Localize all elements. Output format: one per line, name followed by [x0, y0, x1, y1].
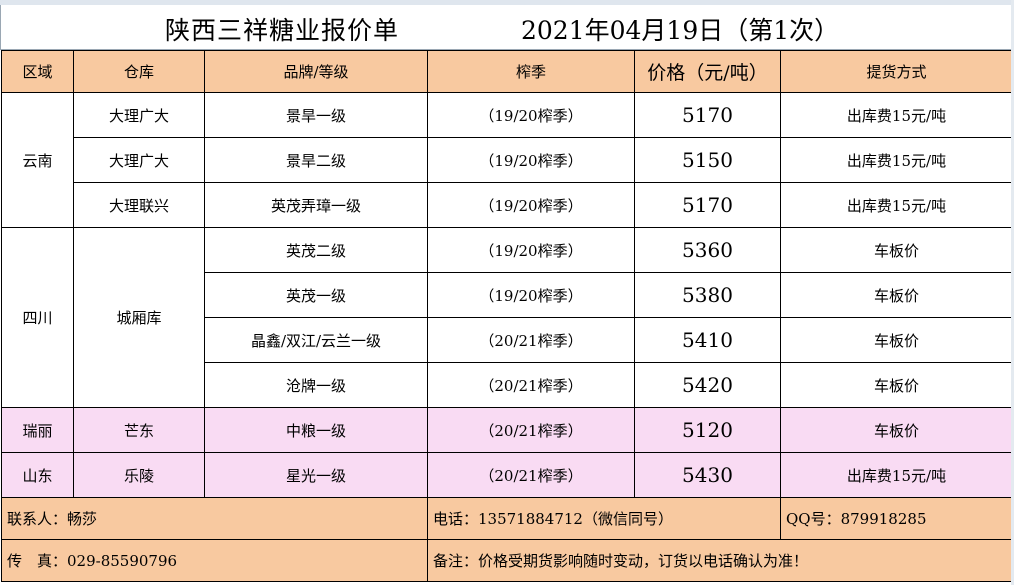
- warehouse-cell: 大理联兴: [73, 182, 205, 228]
- season-cell: （19/20榨季）: [427, 227, 635, 273]
- price-cell: 5150: [634, 137, 781, 183]
- price-cell: 5170: [634, 92, 781, 138]
- table-row: 英茂一级 （19/20榨季） 5380 车板价: [2, 272, 1013, 318]
- warehouse-cell: 芒东: [73, 407, 205, 453]
- header-delivery: 提货方式: [780, 50, 1013, 93]
- season-cell: （20/21榨季）: [427, 452, 635, 498]
- delivery-cell: 车板价: [780, 317, 1013, 363]
- brand-cell: 英茂弄璋一级: [204, 182, 428, 228]
- season-cell: （20/21榨季）: [427, 317, 635, 363]
- brand-cell: 沧牌一级: [204, 362, 428, 408]
- brand-cell: 景旱二级: [204, 137, 428, 183]
- warehouse-cell: 大理广大: [73, 137, 205, 183]
- footer-row: 传 真：029-85590796 备注：价格受期货影响随时变动，订货以电话确认为…: [1, 539, 1013, 582]
- header-row: 区域 仓库 品牌/等级 榨季 价格（元/吨） 提货方式: [1, 50, 1013, 93]
- table-row: 瑞丽 芒东 中粮一级 （20/21榨季） 5120 车板价: [1, 407, 1013, 453]
- footer-row: 联系人：畅莎 电话：13571884712（微信同号） QQ号：87991828…: [1, 497, 1013, 540]
- region-cell: 云南: [1, 92, 74, 228]
- phone-number: 电话：13571884712（微信同号）: [427, 497, 781, 540]
- page-title: 陕西三祥糖业报价单: [165, 16, 400, 45]
- fax-number: 传 真：029-85590796: [1, 539, 428, 582]
- season-cell: （19/20榨季）: [427, 137, 635, 183]
- warehouse-cell: 乐陵: [73, 452, 205, 498]
- price-cell: 5430: [634, 452, 781, 498]
- header-season: 榨季: [427, 50, 635, 93]
- header-price: 价格（元/吨）: [634, 50, 781, 93]
- brand-cell: 景旱一级: [204, 92, 428, 138]
- season-cell: （19/20榨季）: [427, 92, 635, 138]
- table-row: 四川 城厢库 英茂二级 （19/20榨季） 5360 车板价: [1, 227, 1013, 408]
- brand-cell: 星光一级: [204, 452, 428, 498]
- price-cell: 5360: [634, 227, 781, 273]
- delivery-cell: 出库费15元/吨: [780, 182, 1013, 228]
- season-cell: （20/21榨季）: [427, 407, 635, 453]
- price-cell: 5410: [634, 317, 781, 363]
- title-bar: 陕西三祥糖业报价单 2021年04月19日（第1次）: [0, 5, 1014, 50]
- price-cell: 5380: [634, 272, 781, 318]
- delivery-cell: 车板价: [780, 227, 1013, 273]
- spreadsheet-edge: [1011, 0, 1014, 585]
- price-table: 区域 仓库 品牌/等级 榨季 价格（元/吨） 提货方式 云南 大理广大 景旱一级…: [1, 50, 1013, 582]
- delivery-cell: 出库费15元/吨: [780, 452, 1013, 498]
- delivery-cell: 车板价: [780, 362, 1013, 408]
- delivery-cell: 车板价: [780, 272, 1013, 318]
- season-cell: （19/20榨季）: [427, 272, 635, 318]
- region-cell: 瑞丽: [1, 407, 74, 453]
- header-brand: 品牌/等级: [204, 50, 428, 93]
- header-region: 区域: [1, 50, 74, 93]
- region-cell: 四川: [1, 227, 74, 408]
- warehouse-cell: 城厢库: [73, 227, 205, 408]
- warehouse-cell: 大理广大: [73, 92, 205, 138]
- brand-cell: 中粮一级: [204, 407, 428, 453]
- delivery-cell: 出库费15元/吨: [780, 137, 1013, 183]
- table-row: 沧牌一级 （20/21榨季） 5420 车板价: [2, 362, 1013, 408]
- delivery-cell: 车板价: [780, 407, 1013, 453]
- price-cell: 5420: [634, 362, 781, 408]
- season-cell: （19/20榨季）: [427, 182, 635, 228]
- brand-cell: 英茂二级: [204, 227, 428, 273]
- region-cell: 山东: [1, 452, 74, 498]
- brand-cell: 英茂一级: [204, 272, 428, 318]
- header-warehouse: 仓库: [73, 50, 205, 93]
- quote-date: 2021年04月19日（第1次）: [521, 16, 840, 45]
- price-cell: 5170: [634, 182, 781, 228]
- qq-number: QQ号：879918285: [780, 497, 1013, 540]
- price-cell: 5120: [634, 407, 781, 453]
- brand-cell: 晶鑫/双江/云兰一级: [204, 317, 428, 363]
- table-row: 山东 乐陵 星光一级 （20/21榨季） 5430 出库费15元/吨: [1, 452, 1013, 498]
- table-row: 大理联兴 英茂弄璋一级 （19/20榨季） 5170 出库费15元/吨: [2, 182, 1013, 228]
- table-row: 云南 大理广大 景旱一级 （19/20榨季） 5170 出库费15元/吨: [1, 92, 1013, 228]
- season-cell: （20/21榨季）: [427, 362, 635, 408]
- table-row: 大理广大 景旱二级 （19/20榨季） 5150 出库费15元/吨: [2, 137, 1013, 183]
- delivery-cell: 出库费15元/吨: [780, 92, 1013, 138]
- contact-person: 联系人：畅莎: [1, 497, 428, 540]
- remark-note: 备注：价格受期货影响随时变动，订货以电话确认为准！: [427, 539, 1013, 582]
